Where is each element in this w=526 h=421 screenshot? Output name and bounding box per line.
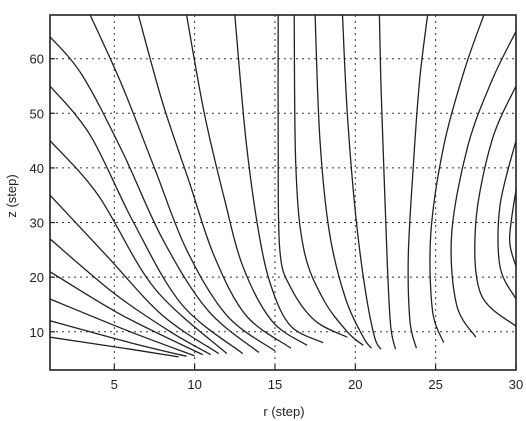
y-tick-label: 30	[30, 216, 44, 231]
x-tick-label: 30	[509, 377, 523, 392]
contour-line-6	[50, 36, 260, 354]
y-tick-label: 60	[30, 52, 44, 67]
x-tick-label: 10	[187, 377, 201, 392]
x-tick-label: 5	[111, 377, 118, 392]
contour-line-7	[50, 85, 244, 355]
plot-frame	[49, 14, 517, 371]
contour-line-15	[293, 15, 364, 346]
contour-line-18	[378, 15, 397, 350]
contour-line-5	[89, 15, 276, 352]
contour-line-10	[50, 238, 212, 356]
x-axis-label: r (step)	[263, 404, 304, 419]
contour-line-8	[50, 140, 228, 355]
contour-line-4	[137, 15, 292, 349]
contour-line-17	[341, 15, 382, 350]
contour-line-22	[474, 85, 516, 327]
axis-ticks: 5 10 15 20 25 30 10 20 30 40 50 60	[30, 52, 524, 392]
x-tick-label: 15	[268, 377, 282, 392]
contour-line-23	[497, 140, 516, 300]
y-tick-label: 40	[30, 161, 44, 176]
contour-line-20	[429, 15, 485, 343]
contour-line-14	[50, 336, 179, 358]
contour-line-21	[450, 31, 516, 338]
contour-line-1	[277, 15, 348, 338]
y-tick-label: 10	[30, 325, 44, 340]
contour-line-16	[314, 15, 372, 349]
contour-lines	[50, 15, 516, 358]
contour-line-9	[50, 194, 220, 355]
y-tick-label: 20	[30, 270, 44, 285]
contour-line-12	[50, 298, 195, 357]
contour-line-24	[508, 189, 516, 267]
y-tick-label: 50	[30, 106, 44, 121]
x-tick-label: 20	[348, 377, 362, 392]
contour-line-11	[50, 271, 203, 356]
contour-line-13	[50, 320, 187, 357]
grid-lines	[50, 15, 516, 370]
y-axis-label: z (step)	[4, 174, 19, 217]
contour-line-2	[234, 15, 324, 344]
contour-line-19	[407, 15, 429, 349]
contour-line-3	[185, 15, 308, 346]
x-tick-label: 25	[428, 377, 442, 392]
